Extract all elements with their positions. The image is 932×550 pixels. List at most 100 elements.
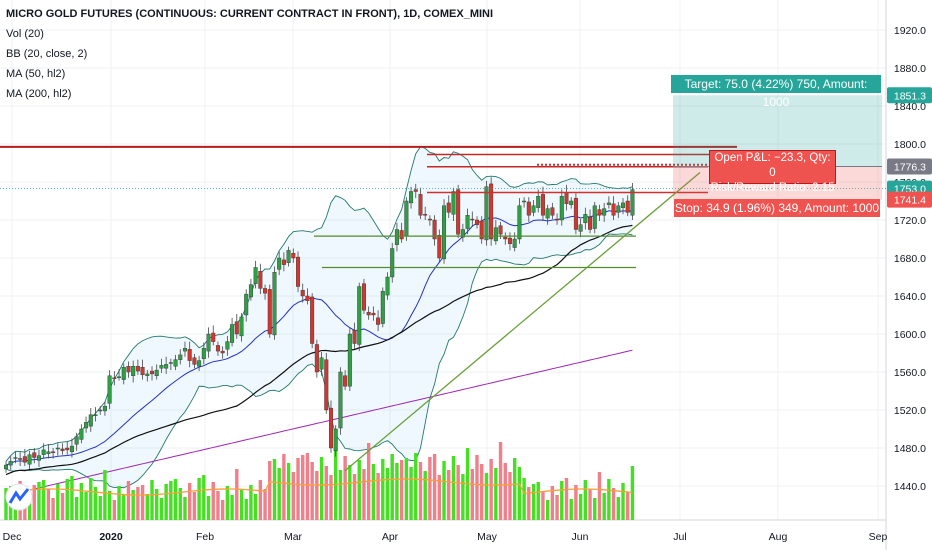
candle-body [380, 291, 385, 324]
candle-body [338, 371, 343, 429]
price-label-box [887, 191, 932, 208]
volume-bar [508, 472, 512, 520]
candle-body [456, 189, 461, 235]
candle-body [451, 191, 456, 215]
candle-body [578, 224, 583, 232]
volume-bar [93, 487, 98, 520]
price-label-box [887, 158, 932, 175]
candle-body [168, 362, 173, 364]
target-label: Target: 75.0 (4.22%) 750, Amount: 1000 [671, 75, 881, 109]
candle-body [215, 345, 220, 352]
legend-vol[interactable]: Vol (20) [6, 28, 44, 40]
volume-bar [319, 457, 324, 520]
volume-bar [60, 493, 65, 520]
volume-bar [65, 479, 69, 520]
candle-body [413, 189, 418, 192]
tradingview-logo-icon [5, 483, 33, 511]
candle-body [164, 364, 169, 369]
volume-bar [536, 482, 540, 520]
candle-body [272, 272, 277, 336]
candle-body [74, 436, 79, 445]
volume-bar [131, 490, 135, 520]
candle-body [107, 375, 112, 404]
candle-body [267, 289, 272, 335]
candle-body [555, 218, 560, 221]
legend-ma200[interactable]: MA (200, hl2) [6, 88, 72, 100]
volume-bar [385, 468, 390, 520]
candle-body [597, 209, 602, 216]
volume-bar [470, 469, 474, 520]
volume-bar [512, 458, 517, 520]
volume-bar [517, 467, 522, 520]
volume-bar [583, 480, 588, 520]
volume-bar [263, 489, 267, 520]
candle-body [376, 317, 381, 325]
pnl-label: Open P&L: −23.3, Qty: 0 [714, 152, 831, 179]
x-tick-label: Jul [673, 531, 686, 543]
volume-bar [178, 488, 182, 520]
volume-bar [235, 469, 239, 520]
candle-body [98, 409, 103, 412]
legend-bb[interactable]: BB (20, close, 2) [6, 48, 88, 60]
candle-body [432, 219, 437, 240]
volume-bar [136, 487, 140, 520]
volume-bar [489, 459, 493, 520]
candle-body [531, 205, 536, 213]
candle-body [621, 202, 626, 208]
volume-bar [70, 476, 74, 520]
volume-bar [56, 484, 60, 520]
candle-body [630, 189, 635, 216]
candle-body [36, 455, 41, 461]
candle-body [225, 341, 230, 350]
volume-bar [569, 499, 573, 520]
candle-body [32, 452, 37, 458]
volume-bar [432, 454, 437, 520]
candle-body [361, 283, 366, 311]
candle-body [343, 375, 348, 387]
pnl-box: Open P&L: −23.3, Qty: 0 Risk/Reward Rati… [709, 150, 836, 194]
volume-bar [611, 488, 616, 520]
volume-bar [555, 495, 559, 520]
chart-legend: MICRO GOLD FUTURES (CONTINUOUS: CURRENT … [6, 4, 493, 104]
x-tick-label: Mar [284, 531, 303, 543]
candle-body [220, 350, 225, 354]
volume-bar [428, 457, 432, 520]
x-tick-label: Jun [572, 531, 589, 543]
volume-bar [107, 491, 112, 520]
volume-bar [32, 485, 36, 520]
candle-body [46, 451, 51, 454]
volume-bar [27, 499, 32, 520]
legend-ma50[interactable]: MA (50, hl2) [6, 68, 66, 80]
volume-bar [150, 480, 154, 520]
volume-bar [348, 465, 352, 520]
volume-bar [164, 484, 168, 520]
volume-bar [220, 500, 225, 520]
volume-bar [574, 485, 578, 520]
candle-body [154, 369, 159, 377]
candle-body [178, 354, 183, 360]
candle-body [69, 445, 74, 453]
volume-bar [531, 484, 536, 520]
volume-bar [89, 478, 93, 520]
candle-body [569, 200, 574, 205]
y-tick-label: 1520.0 [894, 405, 926, 417]
y-tick-label: 1800.0 [894, 139, 926, 151]
volume-bar [381, 459, 385, 520]
volume-bar [197, 478, 201, 520]
volume-bar [564, 478, 569, 520]
volume-bar [173, 479, 178, 520]
candle-body [300, 290, 305, 297]
volume-bar [159, 498, 164, 520]
volume-bar [395, 463, 399, 520]
candle-body [296, 256, 301, 287]
candle-body [234, 321, 239, 335]
volume-bar [126, 481, 131, 520]
volume-ma-line [5, 478, 633, 496]
candle-body [588, 216, 593, 230]
candle-body [446, 202, 451, 213]
volume-bar [545, 500, 550, 520]
volume-bar [291, 472, 296, 520]
candle-body [409, 191, 414, 204]
candle-body [522, 200, 527, 203]
volume-bar [206, 496, 211, 520]
